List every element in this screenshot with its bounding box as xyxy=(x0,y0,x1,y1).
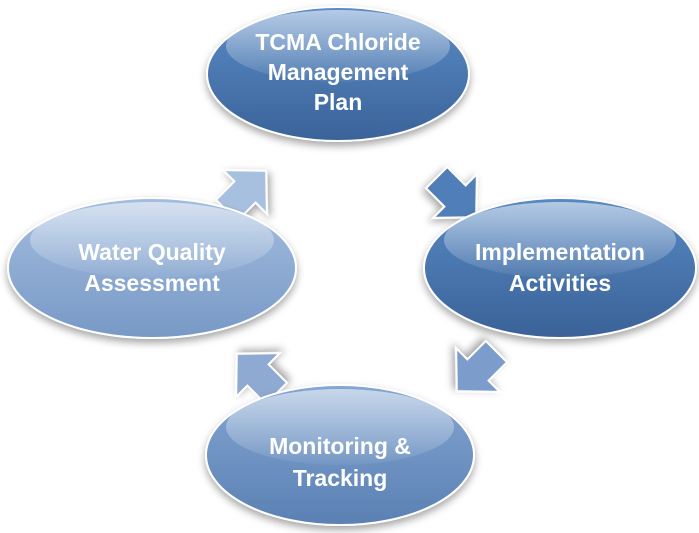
node: TCMA Chloride Management Plan xyxy=(206,6,470,142)
node-label: TCMA Chloride xyxy=(255,29,420,55)
node: Water Quality Assessment xyxy=(7,197,297,339)
node-label: Plan xyxy=(314,89,363,115)
node: Implementation Activities xyxy=(423,197,697,339)
node-label: Implementation xyxy=(475,239,645,265)
node-label: Water Quality xyxy=(78,239,226,265)
arrow xyxy=(433,328,520,415)
node-label: Assessment xyxy=(84,270,220,296)
node: Monitoring & Tracking xyxy=(205,384,475,526)
node-label: Management xyxy=(268,59,409,85)
node-label: Tracking xyxy=(293,465,388,491)
node-label: Activities xyxy=(509,270,611,296)
node-label: Monitoring & xyxy=(269,433,411,459)
